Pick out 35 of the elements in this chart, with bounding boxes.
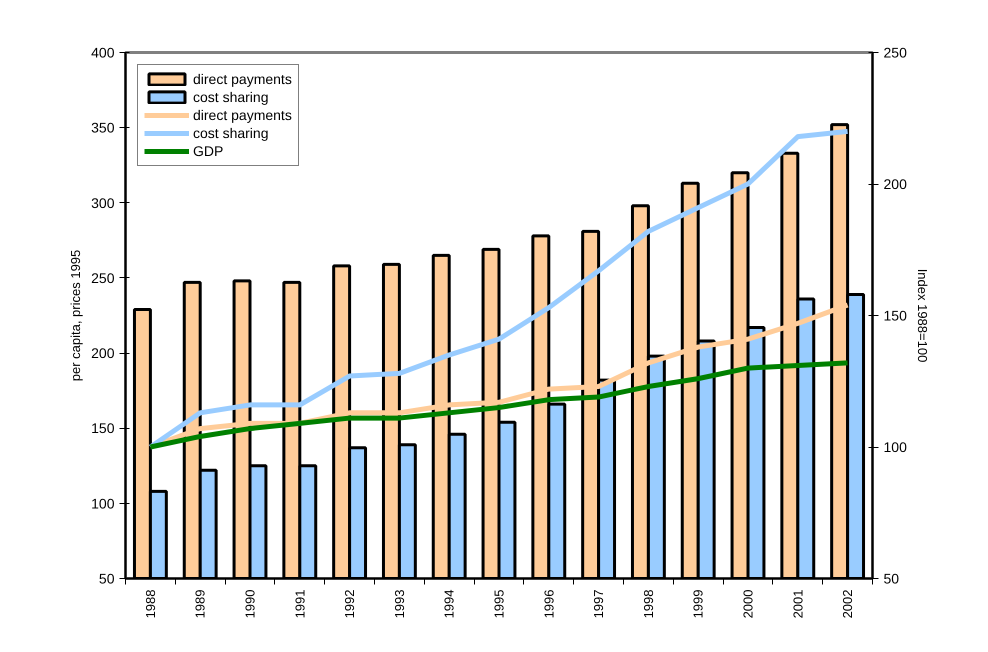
x-tick-label: 2002 [840,590,856,618]
x-tick-label: 1998 [640,590,656,618]
legend-label: cost sharing [193,89,268,105]
x-tick-label: 1994 [442,590,457,618]
y2-tick-label: 200 [884,176,908,192]
x-tick-label: 1991 [292,590,308,618]
y-tick-label: 250 [91,270,115,286]
y2-tick-label: 100 [884,439,908,455]
x-tick-label: 1996 [541,590,556,618]
y-tick-label: 50 [98,570,115,586]
y2-tick-label: 250 [884,44,908,60]
x-tick-label: 1989 [192,590,208,618]
x-tick-label: 2000 [740,590,756,618]
y-tick-label: 300 [91,194,115,211]
x-tick-label: 1992 [342,590,358,618]
y-tick-label: 400 [91,44,115,60]
x-tick-label: 1988 [142,590,158,618]
x-tick-label: 1993 [392,590,407,618]
y2-tick-label: 50 [884,570,900,586]
x-tick-label: 1990 [242,590,258,618]
y-tick-label: 350 [91,120,115,136]
y2-axis-title: Index 1988=100 [914,268,930,362]
x-tick-label: 1999 [690,590,706,618]
legend-label: direct payments [193,71,292,87]
x-tick-label: 1995 [492,590,506,618]
y-axis-title: per capita, prices 1995 [68,250,84,382]
y2-tick-label: 150 [884,308,908,324]
legend-label: direct payments [193,107,292,123]
y-tick-label: 100 [91,495,115,512]
legend-label: cost sharing [193,125,268,141]
y-tick-label: 150 [91,420,115,436]
y-tick-label: 200 [91,345,115,362]
legend-label: GDP [193,143,224,159]
x-tick-label: 2001 [790,590,806,618]
x-tick-label: 1997 [591,590,606,618]
